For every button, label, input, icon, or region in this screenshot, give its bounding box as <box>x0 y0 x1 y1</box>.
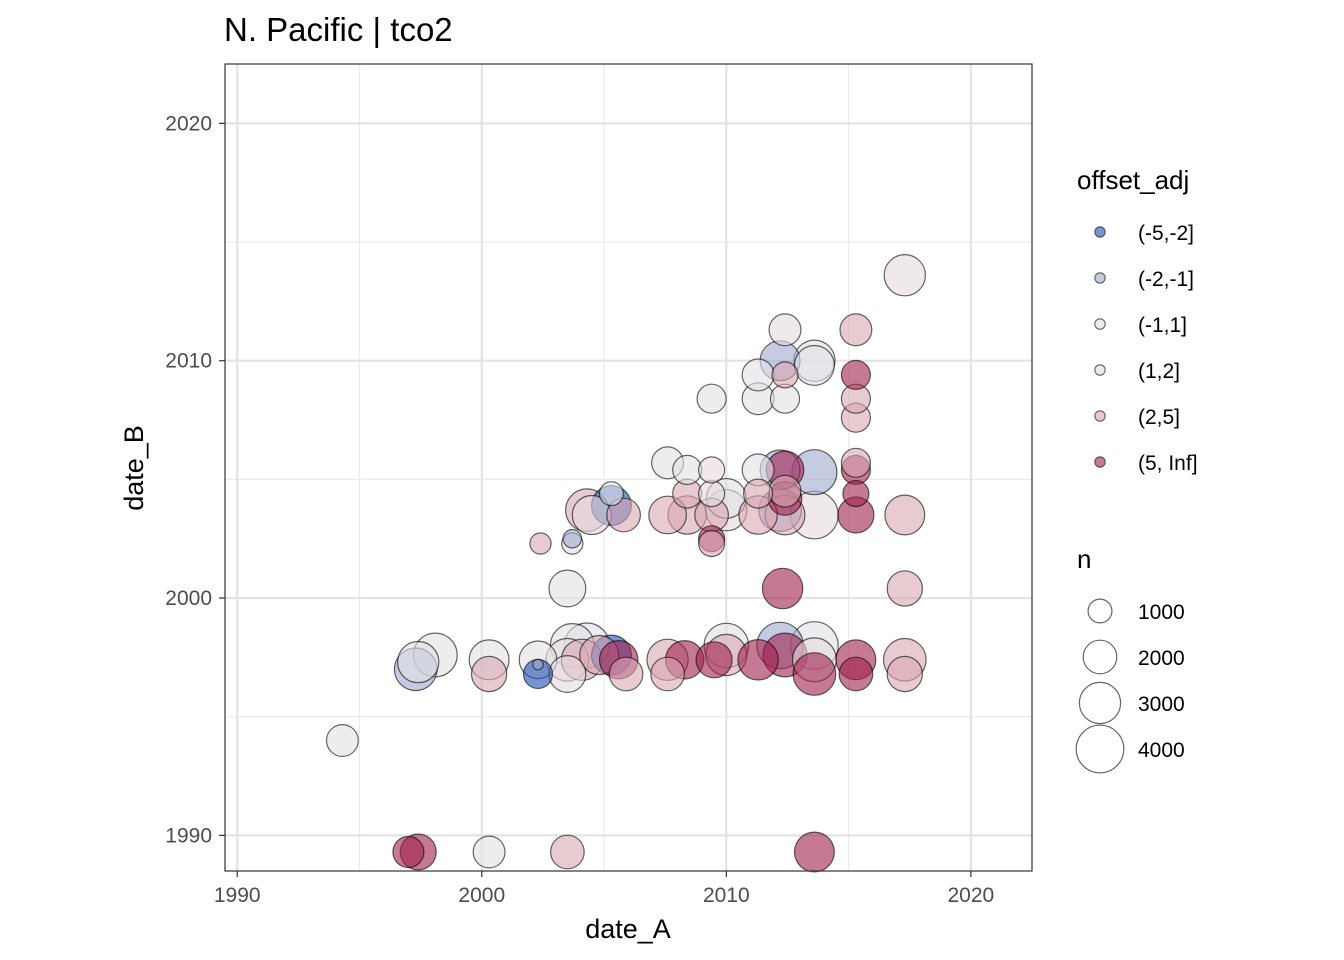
data-point <box>792 652 837 696</box>
legend-key-offset-adj <box>1094 226 1106 238</box>
data-point <box>840 447 872 478</box>
data-point <box>768 313 802 347</box>
data-point <box>548 654 587 693</box>
data-point <box>742 478 774 509</box>
chart-title: N. Pacific | tco2 <box>224 11 453 48</box>
y-tick-label: 2020 <box>165 112 212 135</box>
x-axis: 1990 2000 2010 2020 <box>214 871 994 907</box>
legend-n: n 1000 2000 3000 4000 <box>1075 544 1185 774</box>
legend-key-offset-adj <box>1094 364 1106 376</box>
data-point <box>548 569 587 608</box>
data-point <box>838 656 874 692</box>
grid-major <box>225 64 1032 871</box>
data-point <box>697 529 726 558</box>
data-points <box>325 254 927 873</box>
x-axis-title: date_A <box>585 914 671 944</box>
y-tick-label: 2000 <box>165 587 212 610</box>
legend-offset-adj-title: offset_adj <box>1077 165 1189 195</box>
y-tick-label: 1990 <box>165 824 212 847</box>
data-point <box>650 656 685 692</box>
y-tick-label: 2010 <box>165 350 212 373</box>
legend-label-offset-adj: (5, Inf] <box>1138 452 1198 475</box>
data-point <box>392 835 425 869</box>
data-point <box>325 723 359 757</box>
x-tick-label: 1990 <box>214 884 261 907</box>
data-point <box>529 532 552 555</box>
data-point <box>695 641 733 679</box>
legend-label-offset-adj: (1,2] <box>1138 360 1180 383</box>
legend-key-offset-adj <box>1094 272 1106 284</box>
legend-key-n <box>1075 724 1125 774</box>
x-tick-label: 2000 <box>458 884 505 907</box>
data-point <box>562 528 583 549</box>
legend-label-offset-adj: (-1,1] <box>1138 314 1187 337</box>
legend-label-n: 4000 <box>1138 739 1185 762</box>
data-point <box>696 383 727 414</box>
data-point <box>697 456 726 484</box>
data-point <box>608 656 644 692</box>
data-point <box>606 497 641 533</box>
legend-label-n: 2000 <box>1138 647 1185 670</box>
data-point <box>839 313 873 347</box>
legend-key-n <box>1082 639 1118 675</box>
data-point <box>470 655 508 693</box>
data-point <box>532 658 544 671</box>
legend-label-offset-adj: (-2,-1] <box>1138 268 1194 291</box>
data-point <box>598 481 624 507</box>
y-axis-title: date_B <box>119 425 149 511</box>
data-point <box>886 655 924 693</box>
legend-n-title: n <box>1077 544 1091 574</box>
data-point <box>884 494 926 536</box>
legend-key-offset-adj <box>1094 318 1106 330</box>
plot-panel-border <box>224 63 1033 872</box>
data-point <box>771 361 799 389</box>
data-point <box>672 454 703 485</box>
legend-key-n <box>1078 681 1122 725</box>
data-point <box>737 638 779 681</box>
data-point <box>697 480 726 508</box>
data-point <box>741 358 775 392</box>
legend-label-n: 3000 <box>1138 693 1185 716</box>
legend-key-offset-adj <box>1094 410 1106 422</box>
legend-key-n <box>1087 598 1113 624</box>
data-point <box>768 474 802 508</box>
data-point <box>472 835 506 869</box>
data-point <box>648 495 687 535</box>
legend-label-offset-adj: (2,5] <box>1138 406 1180 429</box>
data-point <box>769 383 801 414</box>
x-tick-label: 2010 <box>703 884 750 907</box>
y-axis: 1990 2000 2010 2020 <box>165 112 225 847</box>
data-point <box>842 480 870 508</box>
legend-offset-adj: offset_adj (-5,-2] (-2,-1] (-1,1] (1,2] (2,5… <box>1077 165 1198 475</box>
x-tick-label: 2020 <box>948 884 995 907</box>
data-point <box>883 254 927 297</box>
data-point <box>886 570 924 607</box>
legend-label-n: 1000 <box>1138 601 1185 624</box>
data-point <box>761 567 804 610</box>
data-point <box>397 640 440 684</box>
data-point <box>550 834 585 870</box>
data-point <box>793 831 835 873</box>
data-point <box>840 359 872 390</box>
data-point <box>793 344 835 386</box>
legend-key-offset-adj <box>1094 456 1106 468</box>
legend-label-offset-adj: (-5,-2] <box>1138 222 1194 245</box>
